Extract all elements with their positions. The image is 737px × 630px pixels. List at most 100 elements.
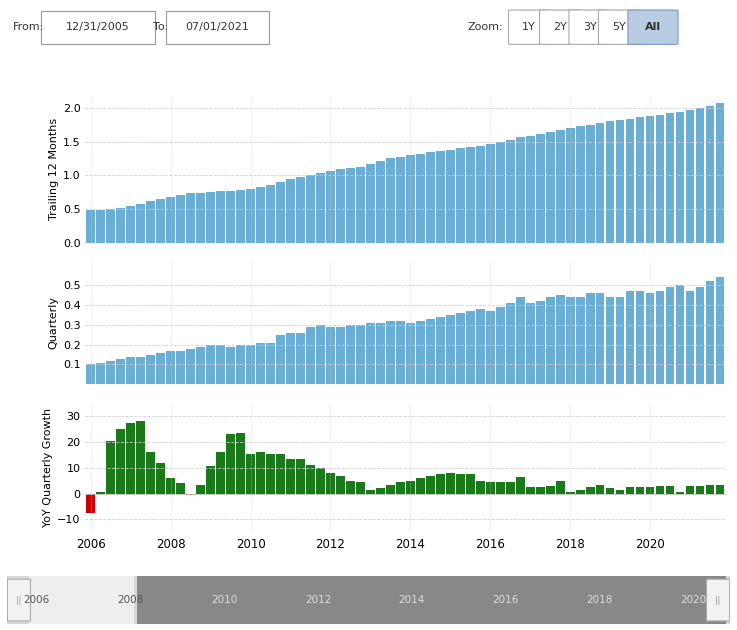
Bar bbox=[586, 487, 595, 494]
Bar bbox=[595, 123, 604, 243]
Bar bbox=[516, 477, 525, 494]
Text: 07/01/2021: 07/01/2021 bbox=[186, 22, 249, 32]
Bar bbox=[705, 281, 714, 384]
Bar bbox=[406, 481, 415, 494]
Bar bbox=[336, 327, 345, 384]
Bar bbox=[136, 357, 145, 384]
Bar bbox=[556, 130, 565, 243]
Y-axis label: Quarterly: Quarterly bbox=[49, 296, 59, 350]
Y-axis label: YoY Quarterly Growth: YoY Quarterly Growth bbox=[43, 408, 53, 527]
Bar bbox=[416, 154, 425, 243]
Bar bbox=[685, 291, 694, 384]
Bar bbox=[516, 137, 525, 243]
Bar bbox=[476, 146, 485, 243]
Bar bbox=[496, 142, 505, 243]
Bar bbox=[97, 492, 105, 494]
Text: 1Y: 1Y bbox=[523, 22, 536, 32]
Bar bbox=[646, 487, 654, 494]
Text: To:: To: bbox=[153, 22, 169, 32]
Bar bbox=[196, 193, 205, 243]
Bar bbox=[296, 177, 305, 243]
Bar bbox=[126, 423, 135, 494]
Bar bbox=[396, 321, 405, 384]
Bar bbox=[716, 277, 724, 384]
Bar bbox=[635, 117, 644, 243]
FancyBboxPatch shape bbox=[166, 11, 269, 43]
Bar bbox=[156, 353, 165, 384]
Bar bbox=[146, 452, 155, 494]
Bar bbox=[615, 120, 624, 243]
Bar bbox=[466, 147, 475, 243]
Text: 2014: 2014 bbox=[399, 595, 425, 605]
Text: Zoom:: Zoom: bbox=[468, 22, 503, 32]
Bar bbox=[106, 360, 115, 384]
Bar bbox=[326, 327, 335, 384]
Bar bbox=[29, 576, 133, 624]
Bar bbox=[236, 190, 245, 243]
Bar bbox=[635, 487, 644, 494]
Bar bbox=[396, 482, 405, 494]
Bar bbox=[676, 285, 685, 384]
Text: 2008: 2008 bbox=[117, 595, 143, 605]
Bar bbox=[376, 323, 385, 384]
Bar bbox=[406, 155, 415, 243]
Bar bbox=[406, 323, 415, 384]
Bar bbox=[416, 478, 425, 494]
Bar bbox=[446, 473, 455, 494]
Bar bbox=[106, 209, 115, 243]
Bar bbox=[496, 482, 505, 494]
Bar bbox=[536, 301, 545, 384]
Text: ||: || bbox=[16, 595, 21, 605]
Bar bbox=[306, 465, 315, 494]
Text: 2018: 2018 bbox=[587, 595, 612, 605]
FancyBboxPatch shape bbox=[539, 10, 581, 44]
Bar bbox=[326, 473, 335, 494]
Bar bbox=[386, 484, 395, 494]
Bar bbox=[386, 321, 395, 384]
Bar bbox=[206, 192, 215, 243]
Bar bbox=[466, 311, 475, 384]
Bar bbox=[456, 313, 464, 384]
Bar bbox=[366, 164, 375, 243]
Bar bbox=[566, 128, 575, 243]
Bar bbox=[86, 210, 95, 243]
Bar bbox=[346, 325, 354, 384]
Bar bbox=[525, 487, 534, 494]
Y-axis label: Trailing 12 Months: Trailing 12 Months bbox=[49, 117, 59, 220]
Bar bbox=[226, 346, 235, 384]
Text: 3Y: 3Y bbox=[583, 22, 596, 32]
Text: 12/31/2005: 12/31/2005 bbox=[66, 22, 129, 32]
Bar bbox=[376, 161, 385, 243]
Bar bbox=[426, 476, 435, 494]
Bar bbox=[346, 481, 354, 494]
Bar bbox=[466, 474, 475, 494]
Bar bbox=[476, 309, 485, 384]
Bar bbox=[286, 459, 295, 494]
Bar bbox=[226, 434, 235, 494]
Text: 2020: 2020 bbox=[680, 595, 707, 605]
Bar bbox=[236, 345, 245, 384]
Text: 2006: 2006 bbox=[23, 595, 49, 605]
Bar bbox=[386, 158, 395, 243]
Bar bbox=[346, 168, 354, 243]
Bar bbox=[216, 345, 225, 384]
Bar bbox=[626, 487, 635, 494]
Bar bbox=[276, 454, 285, 494]
Bar bbox=[676, 112, 685, 243]
Bar bbox=[256, 186, 265, 243]
Bar bbox=[366, 490, 375, 494]
Text: 2016: 2016 bbox=[492, 595, 519, 605]
Bar bbox=[266, 185, 275, 243]
Bar bbox=[136, 203, 145, 243]
FancyBboxPatch shape bbox=[7, 579, 30, 621]
Bar bbox=[236, 433, 245, 494]
Bar bbox=[336, 169, 345, 243]
Bar bbox=[86, 494, 95, 513]
Bar bbox=[456, 474, 464, 494]
FancyBboxPatch shape bbox=[707, 579, 730, 621]
Bar bbox=[97, 362, 105, 384]
Bar bbox=[167, 478, 175, 494]
Bar bbox=[676, 492, 685, 494]
Bar bbox=[167, 197, 175, 243]
Bar bbox=[126, 205, 135, 243]
